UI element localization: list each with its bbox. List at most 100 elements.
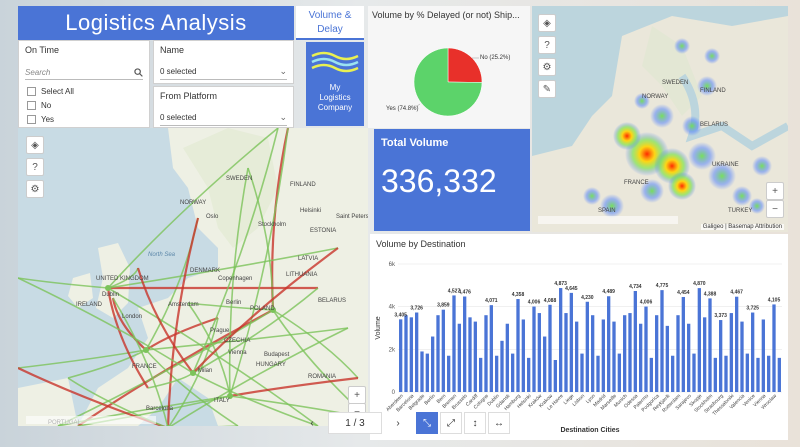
next-page-button[interactable]: › bbox=[390, 412, 406, 434]
bar[interactable] bbox=[591, 315, 595, 392]
on-time-search[interactable]: Search bbox=[25, 65, 143, 80]
option-no[interactable]: No bbox=[19, 98, 149, 112]
name-select[interactable]: 0 selected ⌄ bbox=[160, 63, 287, 80]
fullscreen-button[interactable]: ⤢ bbox=[440, 412, 462, 434]
bar[interactable] bbox=[500, 340, 504, 392]
bar[interactable] bbox=[772, 304, 776, 392]
bar[interactable] bbox=[756, 357, 760, 392]
settings-button[interactable]: ⚙ bbox=[26, 180, 44, 198]
bar[interactable] bbox=[703, 317, 707, 392]
bar[interactable] bbox=[617, 353, 621, 392]
option-select-all[interactable]: Select All bbox=[19, 84, 149, 98]
bar[interactable] bbox=[521, 319, 525, 392]
bar[interactable] bbox=[671, 355, 675, 392]
bar[interactable] bbox=[447, 355, 451, 392]
flow-hub[interactable] bbox=[143, 347, 149, 353]
fit-height-button[interactable]: ↕ bbox=[464, 412, 486, 434]
bar[interactable] bbox=[441, 309, 445, 392]
bar[interactable] bbox=[692, 353, 696, 392]
checkbox-no[interactable] bbox=[27, 100, 36, 110]
fit-width-button[interactable]: ↔ bbox=[488, 412, 510, 434]
tab-volume-delay[interactable]: Volume & Delay bbox=[296, 6, 364, 40]
bar[interactable] bbox=[751, 312, 755, 392]
bar[interactable] bbox=[655, 315, 659, 392]
bar[interactable] bbox=[415, 312, 419, 392]
bar[interactable] bbox=[580, 353, 584, 392]
bar[interactable] bbox=[452, 295, 456, 392]
bar[interactable] bbox=[687, 323, 691, 392]
bar[interactable] bbox=[740, 321, 744, 392]
bar[interactable] bbox=[681, 296, 685, 392]
checkbox-select-all[interactable] bbox=[27, 86, 36, 96]
bar[interactable] bbox=[585, 301, 589, 392]
bar[interactable] bbox=[628, 313, 632, 392]
flow-map-scrollbar[interactable] bbox=[26, 416, 156, 424]
zoom-out-button[interactable]: − bbox=[766, 200, 784, 218]
bar[interactable] bbox=[708, 298, 712, 392]
bar[interactable] bbox=[612, 321, 616, 392]
flow-hub[interactable] bbox=[165, 425, 171, 426]
bar[interactable] bbox=[463, 296, 467, 392]
bar[interactable] bbox=[543, 336, 547, 392]
from-platform-select[interactable]: 0 selected ⌄ bbox=[160, 109, 287, 126]
help-button[interactable]: ? bbox=[538, 36, 556, 54]
bar[interactable] bbox=[420, 351, 424, 392]
bar[interactable] bbox=[745, 353, 749, 392]
bar[interactable] bbox=[575, 321, 579, 392]
bar[interactable] bbox=[639, 323, 643, 392]
bar[interactable] bbox=[623, 315, 627, 392]
bar[interactable] bbox=[404, 315, 408, 392]
bar[interactable] bbox=[713, 357, 717, 392]
flow-hub[interactable] bbox=[105, 285, 111, 291]
bar[interactable] bbox=[399, 319, 403, 392]
bar[interactable] bbox=[767, 355, 771, 392]
bar[interactable] bbox=[457, 323, 461, 392]
bar[interactable] bbox=[425, 353, 429, 392]
pie-slice-yes[interactable] bbox=[413, 47, 483, 117]
bar[interactable] bbox=[660, 290, 664, 392]
flow-hub[interactable] bbox=[270, 307, 276, 313]
bar[interactable] bbox=[436, 315, 440, 392]
bar[interactable] bbox=[484, 315, 488, 392]
help-button[interactable]: ? bbox=[26, 158, 44, 176]
option-yes[interactable]: Yes bbox=[19, 112, 149, 126]
bar[interactable] bbox=[489, 305, 493, 392]
heatmap-scrollbar[interactable] bbox=[538, 216, 678, 224]
draw-button[interactable]: ✎ bbox=[538, 80, 556, 98]
bar[interactable] bbox=[777, 357, 781, 392]
bar[interactable] bbox=[505, 323, 509, 392]
pie-slice-no[interactable] bbox=[447, 47, 483, 83]
bar[interactable] bbox=[511, 353, 515, 392]
bar[interactable] bbox=[564, 313, 568, 392]
bar[interactable] bbox=[537, 313, 541, 392]
checkbox-yes[interactable] bbox=[27, 114, 36, 124]
bar[interactable] bbox=[649, 357, 653, 392]
flow-hub[interactable] bbox=[227, 393, 233, 399]
bar[interactable] bbox=[601, 319, 605, 392]
bar[interactable] bbox=[527, 357, 531, 392]
bar[interactable] bbox=[409, 317, 413, 392]
bar[interactable] bbox=[559, 288, 563, 392]
flow-hub[interactable] bbox=[190, 370, 196, 376]
bar[interactable] bbox=[607, 296, 611, 392]
bar[interactable] bbox=[596, 355, 600, 392]
bar[interactable] bbox=[761, 319, 765, 392]
bar[interactable] bbox=[431, 336, 435, 392]
bar[interactable] bbox=[724, 355, 728, 392]
bar[interactable] bbox=[479, 357, 483, 392]
bar[interactable] bbox=[495, 355, 499, 392]
layers-button[interactable]: ◈ bbox=[26, 136, 44, 154]
bar[interactable] bbox=[548, 304, 552, 392]
bar[interactable] bbox=[468, 317, 472, 392]
bar[interactable] bbox=[532, 306, 536, 392]
prev-page-button[interactable]: ‹ bbox=[304, 412, 320, 434]
bar[interactable] bbox=[697, 288, 701, 392]
fit-screen-button[interactable]: ⤡ bbox=[416, 412, 438, 434]
zoom-in-button[interactable]: + bbox=[766, 182, 784, 200]
bar[interactable] bbox=[735, 296, 739, 392]
bar[interactable] bbox=[719, 320, 723, 392]
settings-button[interactable]: ⚙ bbox=[538, 58, 556, 76]
bar[interactable] bbox=[644, 306, 648, 392]
zoom-in-button[interactable]: + bbox=[348, 386, 366, 404]
bar[interactable] bbox=[569, 292, 573, 392]
